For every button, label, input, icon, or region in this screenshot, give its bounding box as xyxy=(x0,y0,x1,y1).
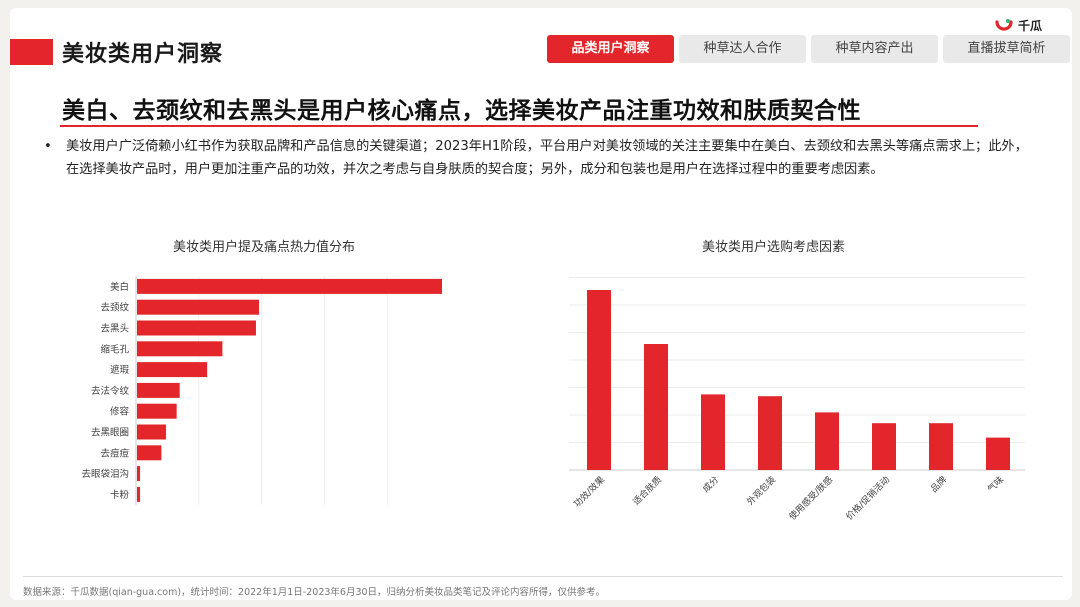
chart2-category-label: 外观包装 xyxy=(744,474,778,508)
chart1-category-label: 去黑眼圈 xyxy=(91,427,129,439)
chart1-bar xyxy=(137,445,162,461)
chart2-bar xyxy=(701,394,725,470)
chart1-bar xyxy=(137,299,259,315)
chart1-category-label: 遮瑕 xyxy=(110,364,130,376)
tab-content-output[interactable]: 种草内容产出 xyxy=(811,35,938,63)
chart1-category-label: 修容 xyxy=(110,406,130,418)
chart2-bar xyxy=(758,396,782,470)
chart1-category-label: 卡粉 xyxy=(110,489,130,501)
qiangua-logo: 千瓜 xyxy=(994,17,1042,34)
chart1-category-label: 去眼袋泪沟 xyxy=(81,468,129,480)
chart2-category-label: 品牌 xyxy=(928,474,949,495)
chart1-bar xyxy=(137,486,141,502)
chart1-bar xyxy=(137,341,223,357)
chart1-bar xyxy=(137,320,256,336)
chart2-category-label: 功效/效果 xyxy=(571,474,607,510)
title-accent-bar xyxy=(10,39,53,65)
summary-bullet: • 美妆用户广泛倚赖小红书作为获取品牌和产品信息的关键渠道；2023年H1阶段，… xyxy=(44,135,1034,181)
chart1-category-label: 去黑头 xyxy=(100,323,129,335)
chart1-bar xyxy=(137,424,166,440)
headline: 美白、去颈纹和去黑头是用户核心痛点，选择美妆产品注重功效和肤质契合性 xyxy=(62,98,861,124)
chart1-category-label: 美白 xyxy=(110,281,129,293)
headline-underline xyxy=(60,125,978,127)
footer-source: 数据来源：千瓜数据(qian-gua.com)，统计时间：2022年1月1日-2… xyxy=(23,587,606,598)
chart1-bar xyxy=(137,403,177,419)
summary-text: 美妆用户广泛倚赖小红书作为获取品牌和产品信息的关键渠道；2023年H1阶段，平台… xyxy=(66,139,1028,177)
qiangua-logo-icon xyxy=(995,18,1013,31)
chart2-category-label: 价格/促销活动 xyxy=(843,474,892,523)
bullet-dot-icon: • xyxy=(44,139,52,154)
tab-live-analysis[interactable]: 直播拔草简析 xyxy=(943,35,1070,63)
chart2-category-label: 成分 xyxy=(700,474,721,495)
chart1-category-label: 去痘痘 xyxy=(100,447,129,459)
chart2-bar xyxy=(986,437,1010,470)
chart2-bar xyxy=(644,344,668,470)
footer-divider xyxy=(23,576,1063,577)
purchase-factor-bar-chart: 功效/效果 适合肤质 成分 外观包装 使用感受/肤感 价格/促销活动 品牌 气味 xyxy=(569,277,1025,523)
chart2-bar xyxy=(587,290,611,470)
tab-category-user-insight[interactable]: 品类用户洞察 xyxy=(547,35,674,63)
chart1-category-label: 去颈纹 xyxy=(100,302,129,314)
tab-influencer-cooperation[interactable]: 种草达人合作 xyxy=(679,35,806,63)
slide: 千瓜 美妆类用户洞察 品类用户洞察 种草达人合作 种草内容产出 直播拔草简析 美… xyxy=(10,8,1072,600)
page-title: 美妆类用户洞察 xyxy=(62,42,224,67)
chart1-bar xyxy=(137,362,208,378)
chart1-bar xyxy=(137,382,180,398)
chart1-category-label: 去法令纹 xyxy=(91,385,130,397)
chart2-bar xyxy=(815,412,839,470)
chart2-bar xyxy=(872,423,896,470)
chart1-category-label: 缩毛孔 xyxy=(100,343,129,355)
logo-text: 千瓜 xyxy=(1017,19,1042,33)
chart2-category-label: 使用感受/肤感 xyxy=(786,474,835,523)
chart2-category-label: 适合肤质 xyxy=(630,474,664,508)
chart2-category-label: 气味 xyxy=(985,474,1006,495)
chart1-title: 美妆类用户提及痛点热力值分布 xyxy=(173,240,356,255)
chart1-bar xyxy=(137,466,141,482)
chart1-bar xyxy=(137,278,442,294)
section-tabs: 品类用户洞察 种草达人合作 种草内容产出 直播拔草简析 xyxy=(547,35,1070,63)
chart2-bar xyxy=(929,423,953,470)
chart2-title: 美妆类用户选购考虑因素 xyxy=(702,240,846,255)
